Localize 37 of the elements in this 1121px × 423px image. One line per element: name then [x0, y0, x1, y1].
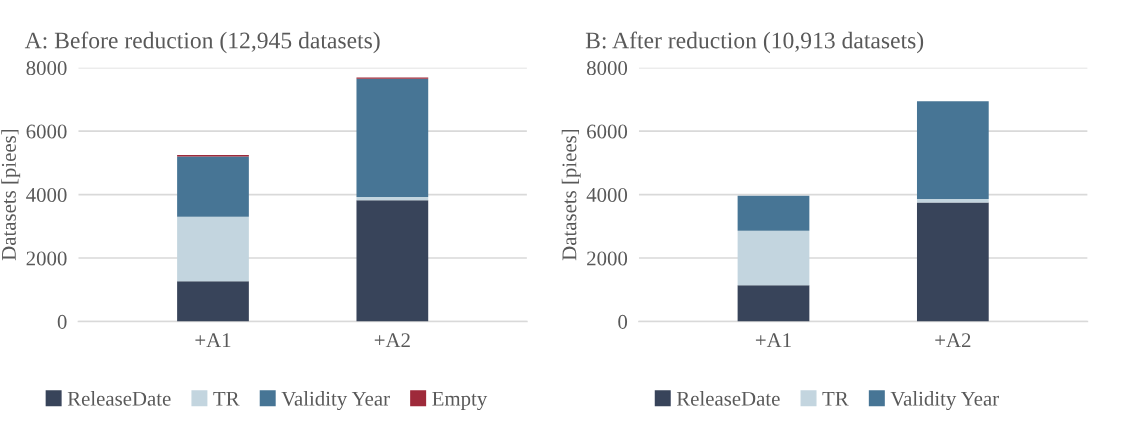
bar	[737, 285, 810, 322]
x-tick-label: +A2	[935, 333, 971, 348]
bar	[916, 199, 989, 203]
legend-label: Validity Year	[281, 391, 390, 411]
y-tick-label: 8000	[26, 61, 67, 76]
y-tick-label: 6000	[26, 124, 67, 139]
legend-label: ReleaseDate	[676, 391, 780, 406]
chart-title: B: After reduction (10,913 datasets)	[585, 31, 924, 54]
legend-label: TR	[213, 391, 240, 406]
legend-label: TR	[822, 391, 849, 406]
y-tick-label: 0	[57, 314, 67, 329]
y-tick-label: 2000	[26, 251, 67, 266]
legend-label: Empty	[432, 391, 488, 411]
y-axis-title: Datasets [piees]	[1, 129, 21, 261]
legend-label: Validity Year	[890, 391, 999, 411]
bar	[356, 78, 429, 198]
bar	[916, 202, 989, 322]
x-tick-label: +A2	[374, 333, 410, 348]
bar	[177, 216, 249, 282]
bar	[356, 200, 429, 322]
y-tick-label: 8000	[586, 61, 628, 76]
y-tick-label: 6000	[587, 124, 628, 139]
x-tick-label: +A1	[755, 333, 791, 348]
bar	[177, 281, 249, 322]
bar	[177, 156, 249, 217]
bar	[356, 197, 429, 201]
legend-label: ReleaseDate	[67, 391, 171, 406]
y-tick-label: 4000	[26, 187, 67, 203]
y-tick-label: 4000	[586, 187, 628, 203]
x-tick-label: +A1	[195, 333, 231, 348]
bar	[737, 230, 810, 286]
bar	[916, 101, 989, 200]
y-tick-label: 2000	[587, 251, 628, 266]
bar	[737, 195, 810, 231]
y-tick-label: 0	[618, 314, 628, 329]
y-axis-title: Datasets [piees]	[561, 129, 581, 261]
chart-title: A: Before reduction (12,945 datasets)	[24, 31, 380, 54]
